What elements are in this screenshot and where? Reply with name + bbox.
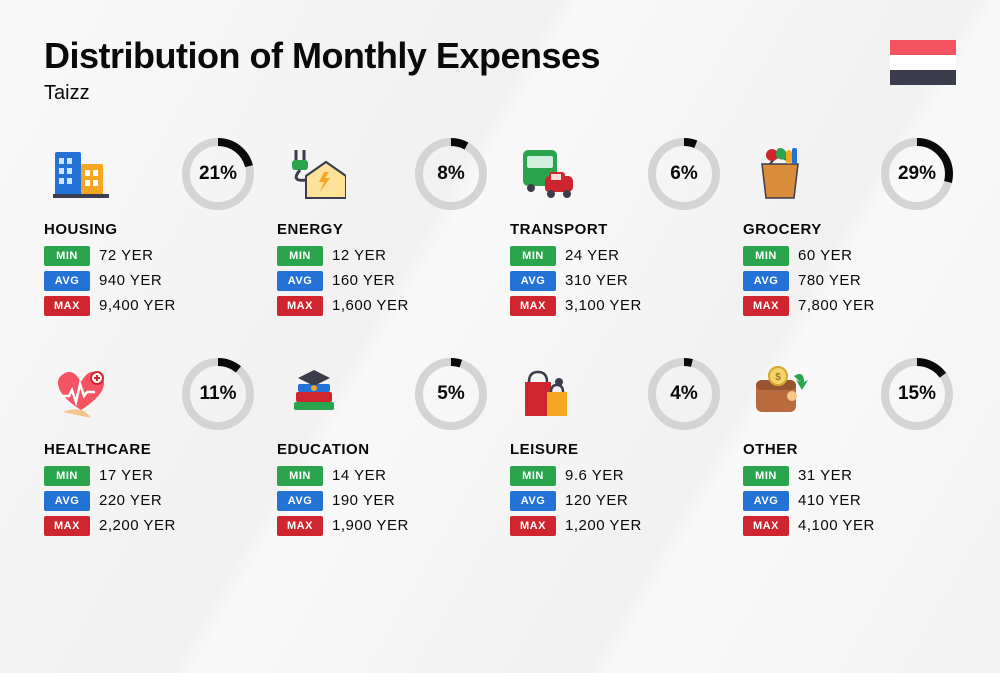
category-name: ENERGY — [277, 221, 490, 238]
avg-value: 160 YER — [332, 272, 395, 289]
avg-value: 780 YER — [798, 272, 861, 289]
expense-card: $ 15% OTHER MIN 31 YER AVG 410 YER MAX 4… — [743, 355, 956, 541]
category-name: TRANSPORT — [510, 221, 723, 238]
min-badge: MIN — [277, 246, 323, 266]
max-badge: MAX — [510, 296, 556, 316]
percentage-donut: 21% — [179, 135, 257, 213]
grocery-icon — [743, 137, 817, 211]
avg-badge: AVG — [510, 271, 556, 291]
avg-value: 190 YER — [332, 492, 395, 509]
max-badge: MAX — [743, 296, 789, 316]
page-subtitle: Taizz — [44, 82, 600, 105]
max-value: 1,900 YER — [332, 517, 409, 534]
expense-card: 11% HEALTHCARE MIN 17 YER AVG 220 YER MA… — [44, 355, 257, 541]
category-name: HEALTHCARE — [44, 441, 257, 458]
expense-card: 29% GROCERY MIN 60 YER AVG 780 YER MAX 7… — [743, 135, 956, 321]
min-badge: MIN — [277, 466, 323, 486]
housing-icon — [44, 137, 118, 211]
avg-value: 220 YER — [99, 492, 162, 509]
max-value: 2,200 YER — [99, 517, 176, 534]
avg-value: 940 YER — [99, 272, 162, 289]
expense-card: 6% TRANSPORT MIN 24 YER AVG 310 YER MAX … — [510, 135, 723, 321]
healthcare-icon — [44, 357, 118, 431]
min-value: 17 YER — [99, 467, 153, 484]
avg-badge: AVG — [44, 271, 90, 291]
min-badge: MIN — [44, 466, 90, 486]
max-value: 1,200 YER — [565, 517, 642, 534]
avg-badge: AVG — [277, 271, 323, 291]
max-value: 3,100 YER — [565, 297, 642, 314]
expense-card: 5% EDUCATION MIN 14 YER AVG 190 YER MAX … — [277, 355, 490, 541]
svg-text:$: $ — [775, 372, 781, 383]
max-badge: MAX — [277, 296, 323, 316]
expense-card: 8% ENERGY MIN 12 YER AVG 160 YER MAX 1,6… — [277, 135, 490, 321]
percentage-label: 8% — [412, 135, 490, 213]
avg-value: 120 YER — [565, 492, 628, 509]
avg-value: 310 YER — [565, 272, 628, 289]
leisure-icon — [510, 357, 584, 431]
percentage-label: 29% — [878, 135, 956, 213]
max-badge: MAX — [510, 516, 556, 536]
max-badge: MAX — [277, 516, 323, 536]
expense-card: 21% HOUSING MIN 72 YER AVG 940 YER MAX 9… — [44, 135, 257, 321]
min-value: 24 YER — [565, 247, 619, 264]
min-value: 60 YER — [798, 247, 852, 264]
percentage-label: 6% — [645, 135, 723, 213]
category-name: LEISURE — [510, 441, 723, 458]
avg-badge: AVG — [277, 491, 323, 511]
flag-icon — [890, 40, 956, 85]
min-badge: MIN — [510, 246, 556, 266]
category-name: OTHER — [743, 441, 956, 458]
min-value: 9.6 YER — [565, 467, 624, 484]
percentage-donut: 11% — [179, 355, 257, 433]
energy-icon — [277, 137, 351, 211]
max-value: 7,800 YER — [798, 297, 875, 314]
page-title: Distribution of Monthly Expenses — [44, 36, 600, 76]
category-name: HOUSING — [44, 221, 257, 238]
min-badge: MIN — [743, 466, 789, 486]
min-badge: MIN — [743, 246, 789, 266]
percentage-label: 4% — [645, 355, 723, 433]
min-value: 31 YER — [798, 467, 852, 484]
min-value: 12 YER — [332, 247, 386, 264]
category-name: GROCERY — [743, 221, 956, 238]
avg-badge: AVG — [510, 491, 556, 511]
expense-card: 4% LEISURE MIN 9.6 YER AVG 120 YER MAX 1… — [510, 355, 723, 541]
percentage-label: 11% — [179, 355, 257, 433]
max-badge: MAX — [44, 516, 90, 536]
avg-badge: AVG — [44, 491, 90, 511]
percentage-label: 15% — [878, 355, 956, 433]
max-value: 4,100 YER — [798, 517, 875, 534]
max-badge: MAX — [44, 296, 90, 316]
transport-icon — [510, 137, 584, 211]
min-badge: MIN — [44, 246, 90, 266]
percentage-donut: 15% — [878, 355, 956, 433]
min-value: 14 YER — [332, 467, 386, 484]
percentage-label: 21% — [179, 135, 257, 213]
min-value: 72 YER — [99, 247, 153, 264]
max-value: 1,600 YER — [332, 297, 409, 314]
percentage-donut: 29% — [878, 135, 956, 213]
min-badge: MIN — [510, 466, 556, 486]
other-icon: $ — [743, 357, 817, 431]
percentage-donut: 4% — [645, 355, 723, 433]
avg-badge: AVG — [743, 491, 789, 511]
category-name: EDUCATION — [277, 441, 490, 458]
percentage-label: 5% — [412, 355, 490, 433]
avg-value: 410 YER — [798, 492, 861, 509]
max-value: 9,400 YER — [99, 297, 176, 314]
education-icon — [277, 357, 351, 431]
max-badge: MAX — [743, 516, 789, 536]
percentage-donut: 8% — [412, 135, 490, 213]
percentage-donut: 6% — [645, 135, 723, 213]
percentage-donut: 5% — [412, 355, 490, 433]
avg-badge: AVG — [743, 271, 789, 291]
